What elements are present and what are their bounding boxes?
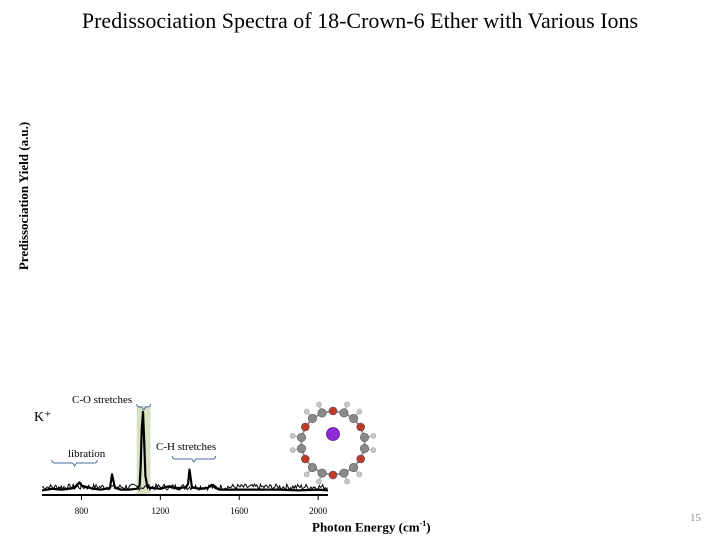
hydrogen-atom: [289, 433, 296, 439]
carbon-atom: [360, 444, 370, 454]
x-axis-label-sup: -1: [419, 519, 427, 528]
oxygen-atom: [328, 470, 338, 480]
hydrogen-atom: [370, 447, 377, 453]
series-noise-texture: [41, 482, 328, 492]
x-tick-label: 1600: [230, 506, 249, 516]
x-tick-label: 2000: [309, 506, 328, 516]
hydrogen-atom: [316, 401, 322, 408]
carbon-atom: [296, 432, 306, 442]
libration-bracket: [51, 459, 98, 467]
x-tick-label: 800: [74, 506, 89, 516]
hydrogen-atom: [316, 478, 322, 485]
potassium-ion: [326, 427, 340, 441]
c-o-bracket: [136, 403, 151, 411]
carbon-atom: [307, 463, 317, 473]
c-h-bracket: [171, 455, 217, 463]
oxygen-atom: [300, 422, 310, 432]
x-tick-label: 1200: [151, 506, 170, 516]
carbon-atom: [349, 463, 359, 473]
ion-label: K⁺: [34, 410, 52, 425]
hydrogen-atom: [370, 433, 377, 439]
slide-number: 15: [690, 512, 701, 524]
carbon-atom: [349, 413, 359, 423]
x-axis-label: Photon Energy (cm-1): [312, 519, 431, 535]
oxygen-atom: [328, 406, 338, 416]
carbon-atom: [360, 432, 370, 442]
x-axis-label-close: ): [426, 519, 431, 535]
annotation-label: C-O stretches: [72, 394, 133, 406]
slide-title: Predissociation Spectra of 18-Crown-6 Et…: [81, 8, 639, 33]
carbon-atom: [339, 408, 349, 418]
carbon-atom: [296, 444, 306, 454]
hydrogen-atom: [303, 471, 310, 478]
carbon-atom: [307, 413, 317, 423]
oxygen-atom: [356, 454, 366, 464]
hydrogen-atom: [356, 471, 363, 478]
annotation-label: C-H stretches: [156, 441, 217, 453]
carbon-atom: [339, 468, 349, 478]
carbon-atom: [317, 468, 327, 478]
carbon-atom: [317, 408, 327, 418]
hydrogen-atom: [289, 447, 296, 453]
hydrogen-atom: [344, 478, 350, 485]
hydrogen-atom: [344, 401, 350, 408]
oxygen-atom: [300, 454, 310, 464]
hydrogen-atom: [356, 408, 363, 415]
hydrogen-atom: [303, 408, 310, 415]
oxygen-atom: [356, 422, 366, 432]
x-axis-label-text: Photon Energy (cm: [312, 519, 420, 535]
annotation-label: libration: [68, 448, 106, 460]
